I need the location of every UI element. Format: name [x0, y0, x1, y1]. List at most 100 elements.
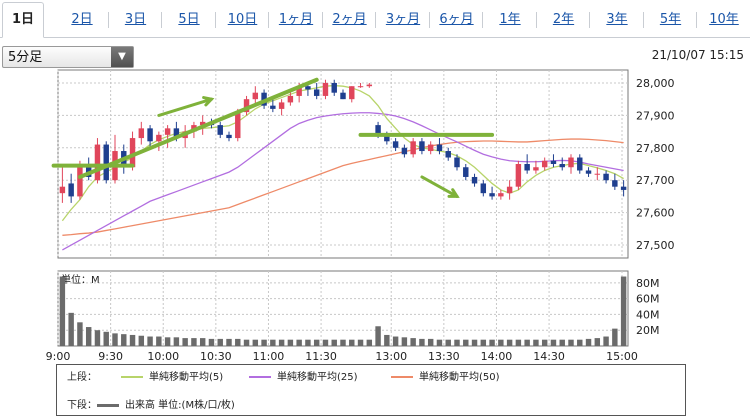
volume-bar	[296, 339, 302, 346]
volume-bar	[445, 339, 451, 346]
volume-bar	[313, 339, 320, 346]
candle-body	[252, 92, 259, 100]
y-tick-label: 27,600	[636, 207, 675, 220]
tab-6[interactable]: 1ヶ月	[270, 4, 323, 36]
tab-7[interactable]: 2ヶ月	[323, 4, 376, 36]
volume-bar	[226, 338, 232, 346]
tab-8[interactable]: 3ヶ月	[377, 4, 430, 36]
volume-bar	[261, 339, 267, 346]
candle-body	[506, 186, 513, 194]
legend-item-sma50: 単純移動平均(50)	[391, 371, 500, 385]
candle-body	[226, 134, 232, 139]
volume-bar	[568, 339, 574, 346]
volume-bar	[515, 339, 522, 346]
period-tabs: 1日 2日 3日 5日 10日 1ヶ月 2ヶ月 3ヶ月 6ヶ月 1年 2年 3年 5年 10年	[0, 0, 750, 38]
candle-body	[445, 151, 451, 158]
volume-bar	[199, 338, 206, 346]
tab-2[interactable]: 2日	[56, 4, 109, 36]
x-tick-label: 9:30	[98, 350, 123, 363]
candle-body	[270, 105, 276, 109]
candle-body	[410, 141, 416, 155]
stock-chart: 9:00 9:30 10:00 10:30 11:00 11:30 13:00 13:30 14…	[46, 69, 675, 363]
trend-arrow-head	[447, 188, 460, 198]
volume-bar	[427, 338, 434, 346]
volume-bar	[612, 328, 618, 346]
volume-bar	[366, 339, 373, 346]
volume-bar	[68, 312, 74, 346]
volume-bar	[498, 339, 504, 346]
volume-bar	[419, 338, 425, 346]
candle-body	[287, 95, 294, 103]
candle-body	[427, 144, 434, 152]
tab-11[interactable]: 2年	[537, 4, 590, 36]
volume-bar	[217, 338, 223, 346]
tab-9[interactable]: 6ヶ月	[430, 4, 483, 36]
x-tick-label: 13:30	[428, 350, 460, 363]
volume-bar	[533, 339, 539, 346]
volume-bar	[331, 339, 337, 346]
candle-body	[68, 183, 74, 197]
volume-bar	[191, 338, 197, 346]
tab-3[interactable]: 3日	[109, 4, 162, 36]
volume-bar	[463, 339, 469, 346]
volume-bar	[577, 339, 583, 346]
candle-body	[620, 186, 627, 190]
candle-body	[164, 128, 171, 135]
x-tick-label: 11:30	[305, 350, 337, 363]
legend-lower-label: 下段：	[67, 400, 97, 411]
triangle-down-icon[interactable]: ▼	[111, 47, 133, 67]
y-tick-label: 27,800	[636, 142, 675, 155]
trend-arrow	[420, 175, 459, 198]
tab-10[interactable]: 1年	[484, 4, 537, 36]
candle-body	[559, 164, 565, 168]
volume-bar	[156, 336, 162, 346]
volume-bar	[270, 339, 276, 346]
x-tick-label: 14:00	[481, 350, 513, 363]
candle-body	[296, 86, 302, 96]
volume-bar	[357, 339, 364, 346]
volume-bar	[454, 339, 460, 346]
candle-body	[375, 125, 381, 135]
candle-body	[515, 164, 522, 187]
candle-body	[585, 170, 592, 174]
candle-body	[103, 144, 109, 181]
volume-bar	[603, 336, 609, 346]
volume-unit-label: 単位：M	[61, 273, 100, 286]
legend-item-sma5: 単純移動平均(5)	[121, 371, 223, 385]
tab-5[interactable]: 10日	[216, 4, 269, 36]
candle-body	[243, 99, 250, 113]
sma5-line	[61, 84, 624, 222]
tab-4[interactable]: 5日	[163, 4, 216, 36]
volume-bar	[471, 339, 478, 346]
candle-body	[480, 183, 487, 194]
chart-legend: 上段： 単純移動平均(5) 単純移動平均(25) 単純移動平均(50) 下段： …	[56, 364, 686, 416]
volume-bar	[85, 327, 92, 346]
volume-bar	[410, 338, 416, 346]
volume-bar	[112, 333, 118, 346]
volume-bar	[182, 338, 188, 346]
volume-bar	[103, 331, 109, 346]
candle-body	[305, 86, 311, 90]
tab-1[interactable]: 1日	[2, 2, 44, 38]
tab-12[interactable]: 3年	[591, 4, 644, 36]
volume-bar	[287, 339, 294, 346]
volume-bar	[401, 337, 408, 346]
volume-bar	[243, 339, 250, 346]
candle-body	[331, 82, 337, 93]
volume-bar	[559, 339, 565, 346]
candle-body	[138, 128, 145, 139]
volume-panel	[57, 270, 629, 347]
x-tick-label: 15:00	[606, 350, 638, 363]
tab-13[interactable]: 5年	[644, 4, 697, 36]
candle-body	[156, 134, 162, 142]
interval-select[interactable]: 5分足 ▼	[2, 46, 134, 68]
candle-body	[173, 128, 180, 139]
volume-bar	[585, 338, 592, 346]
candle-body	[278, 102, 285, 109]
candle-body	[313, 89, 320, 96]
candle-body	[612, 180, 618, 187]
volume-tick-label: 20M	[636, 324, 660, 337]
trend-arrow	[157, 97, 213, 117]
volume-bar	[375, 326, 381, 346]
volume-bar	[59, 276, 66, 346]
